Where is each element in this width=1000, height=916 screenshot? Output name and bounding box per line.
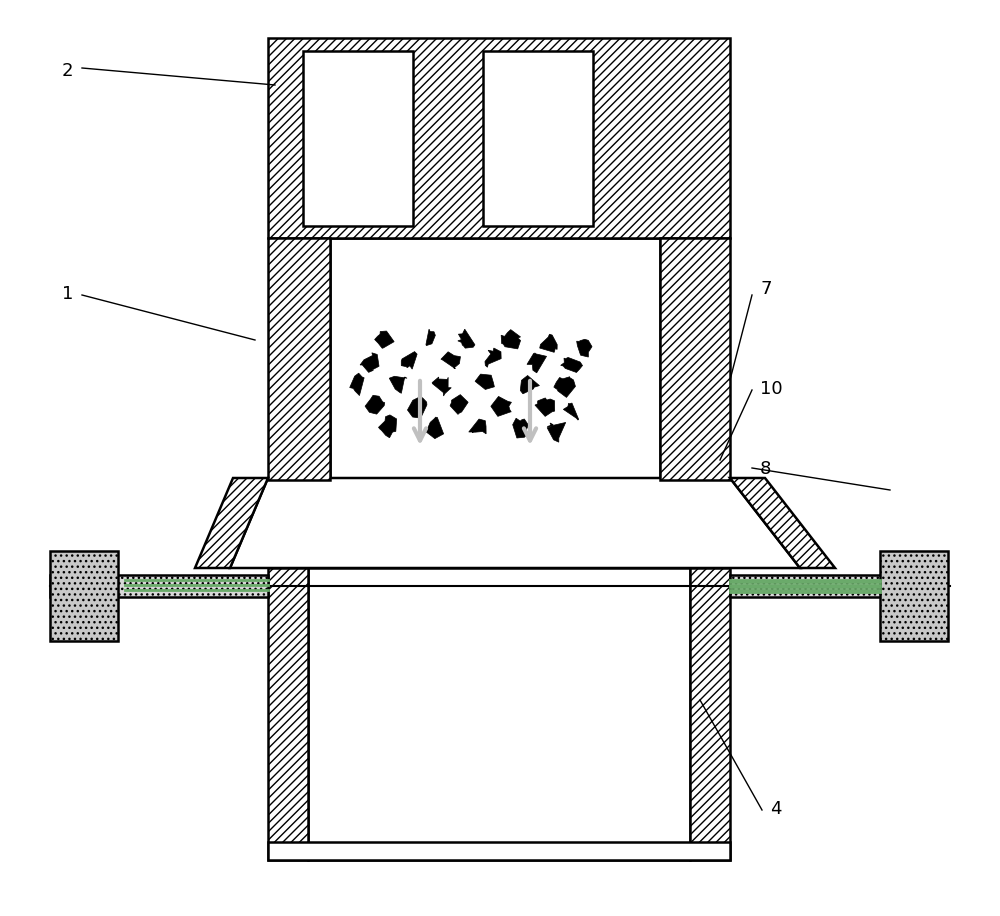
Polygon shape bbox=[561, 357, 583, 373]
Polygon shape bbox=[540, 334, 557, 353]
Polygon shape bbox=[350, 373, 364, 396]
Polygon shape bbox=[475, 374, 494, 389]
Polygon shape bbox=[450, 395, 468, 414]
Polygon shape bbox=[360, 353, 379, 372]
Bar bbox=[330, 238, 660, 480]
Text: 7: 7 bbox=[760, 280, 772, 298]
Text: 8: 8 bbox=[760, 460, 771, 478]
Bar bbox=[268, 238, 330, 480]
Polygon shape bbox=[547, 422, 566, 442]
Bar bbox=[880, 551, 948, 641]
Polygon shape bbox=[365, 396, 385, 414]
Bar bbox=[308, 568, 690, 860]
Text: 2: 2 bbox=[62, 62, 74, 80]
Polygon shape bbox=[527, 353, 547, 373]
Polygon shape bbox=[730, 478, 835, 568]
Polygon shape bbox=[230, 478, 800, 568]
Polygon shape bbox=[485, 348, 501, 367]
Bar bbox=[690, 568, 730, 860]
Polygon shape bbox=[432, 377, 451, 396]
Bar bbox=[268, 568, 308, 860]
Polygon shape bbox=[535, 398, 555, 417]
Polygon shape bbox=[491, 397, 511, 417]
Bar bbox=[268, 842, 730, 860]
Bar bbox=[660, 238, 730, 480]
Bar bbox=[50, 575, 268, 597]
Polygon shape bbox=[426, 329, 435, 345]
Polygon shape bbox=[375, 331, 394, 348]
Polygon shape bbox=[554, 376, 575, 398]
Bar bbox=[268, 38, 730, 238]
Bar bbox=[303, 51, 413, 226]
Polygon shape bbox=[401, 352, 417, 369]
Polygon shape bbox=[195, 478, 268, 568]
Polygon shape bbox=[501, 330, 521, 349]
Bar bbox=[730, 575, 900, 597]
Polygon shape bbox=[389, 376, 407, 393]
Polygon shape bbox=[469, 419, 486, 434]
Polygon shape bbox=[577, 339, 592, 357]
Polygon shape bbox=[563, 403, 579, 420]
Polygon shape bbox=[426, 417, 444, 439]
Polygon shape bbox=[520, 376, 539, 394]
Text: 1: 1 bbox=[62, 285, 73, 303]
Polygon shape bbox=[441, 352, 460, 369]
Bar bbox=[483, 51, 593, 226]
Bar bbox=[50, 551, 118, 641]
Text: 4: 4 bbox=[770, 800, 782, 818]
Polygon shape bbox=[407, 398, 427, 419]
Polygon shape bbox=[379, 415, 397, 438]
Polygon shape bbox=[458, 329, 475, 348]
Text: 10: 10 bbox=[760, 380, 783, 398]
Polygon shape bbox=[513, 419, 528, 438]
